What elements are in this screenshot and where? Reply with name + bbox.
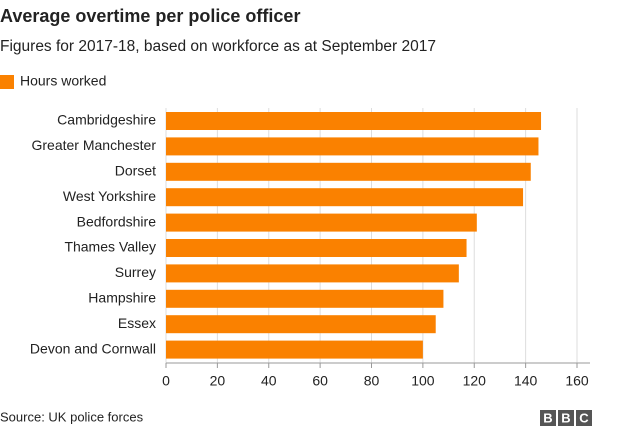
bar	[166, 315, 436, 334]
x-tick-label: 160	[565, 373, 589, 389]
y-tick-label: Bedfordshire	[77, 213, 157, 229]
logo-block	[576, 410, 592, 426]
x-tick-label: 120	[463, 373, 487, 389]
bar	[166, 137, 539, 156]
x-tick-label: 40	[261, 373, 277, 389]
bar	[166, 213, 477, 232]
bar	[166, 162, 531, 181]
logo-letter: B	[561, 410, 570, 425]
legend-label: Hours worked	[20, 73, 106, 89]
source: Source: UK police forces	[0, 409, 144, 424]
legend-swatch	[0, 75, 14, 89]
bar	[166, 188, 524, 207]
logo-letter: C	[579, 410, 589, 425]
logo-letter: B	[543, 410, 552, 425]
bar	[166, 112, 542, 130]
logo-block	[540, 410, 556, 426]
y-tick-label: Greater Manchester	[32, 137, 157, 153]
x-tick-label: 60	[312, 373, 328, 389]
y-tick-label: Essex	[118, 315, 156, 331]
y-tick-label: Thames Valley	[64, 239, 156, 255]
x-tick-label: 80	[364, 373, 380, 389]
x-tick-label: 0	[162, 373, 170, 389]
bar	[166, 239, 467, 257]
y-tick-label: Surrey	[115, 264, 156, 280]
bar	[166, 289, 444, 308]
logo-block	[558, 410, 574, 426]
bar	[166, 340, 423, 359]
y-tick-label: Cambridgeshire	[57, 112, 156, 128]
chart-subtitle: Figures for 2017-18, based on workforce …	[0, 38, 436, 55]
y-tick-label: Dorset	[115, 163, 156, 179]
bar	[166, 264, 459, 283]
y-tick-label: Hampshire	[88, 290, 156, 306]
y-tick-label: West Yorkshire	[63, 188, 156, 204]
chart-title: Average overtime per police officer	[0, 6, 300, 26]
x-tick-label: 100	[411, 373, 435, 389]
y-tick-label: Devon and Cornwall	[30, 340, 156, 356]
x-tick-label: 20	[210, 373, 226, 389]
x-tick-label: 140	[514, 373, 538, 389]
